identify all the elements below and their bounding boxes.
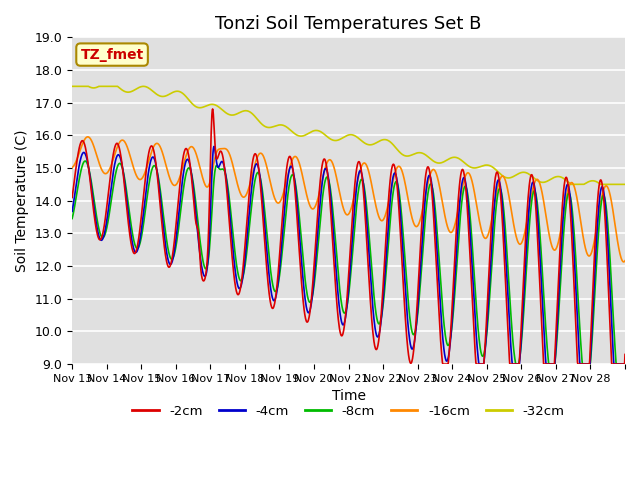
- -2cm: [621, 351, 629, 357]
- -4cm: [68, 208, 76, 214]
- -32cm: [560, 176, 568, 181]
- -2cm: [68, 194, 76, 200]
- -32cm: [614, 181, 622, 187]
- Title: Tonzi Soil Temperatures Set B: Tonzi Soil Temperatures Set B: [216, 15, 482, 33]
- -32cm: [68, 84, 76, 89]
- Y-axis label: Soil Temperature (C): Soil Temperature (C): [15, 130, 29, 272]
- X-axis label: Time: Time: [332, 389, 365, 403]
- -2cm: [614, 361, 622, 367]
- -2cm: [335, 317, 342, 323]
- -32cm: [324, 134, 332, 140]
- -8cm: [68, 216, 76, 221]
- Text: TZ_fmet: TZ_fmet: [81, 48, 144, 61]
- -8cm: [324, 175, 332, 180]
- Line: -2cm: -2cm: [72, 109, 625, 364]
- -8cm: [479, 353, 487, 359]
- -4cm: [479, 361, 487, 367]
- -2cm: [324, 174, 332, 180]
- -4cm: [561, 198, 568, 204]
- -2cm: [155, 185, 163, 191]
- -16cm: [560, 207, 568, 213]
- -4cm: [155, 180, 163, 185]
- -16cm: [335, 183, 342, 189]
- Legend: -2cm, -4cm, -8cm, -16cm, -32cm: -2cm, -4cm, -8cm, -16cm, -32cm: [127, 399, 570, 423]
- -2cm: [439, 361, 447, 367]
- -16cm: [68, 165, 76, 170]
- -16cm: [479, 233, 487, 239]
- -8cm: [512, 361, 520, 367]
- -16cm: [621, 258, 629, 264]
- Line: -8cm: -8cm: [72, 161, 625, 364]
- -8cm: [81, 158, 89, 164]
- -8cm: [561, 219, 568, 225]
- -32cm: [155, 93, 163, 98]
- -32cm: [568, 181, 575, 187]
- -2cm: [479, 361, 487, 367]
- -8cm: [621, 361, 629, 367]
- -2cm: [561, 180, 568, 186]
- Line: -4cm: -4cm: [72, 146, 625, 364]
- -2cm: [209, 106, 216, 112]
- -8cm: [155, 178, 163, 184]
- -16cm: [324, 158, 332, 164]
- -32cm: [334, 137, 342, 143]
- -32cm: [479, 163, 486, 168]
- -16cm: [155, 142, 163, 148]
- -4cm: [335, 294, 342, 300]
- -16cm: [620, 259, 627, 265]
- -8cm: [614, 361, 622, 367]
- -4cm: [210, 144, 218, 149]
- -4cm: [476, 361, 483, 367]
- -16cm: [614, 242, 622, 248]
- -32cm: [621, 181, 629, 187]
- -16cm: [84, 134, 92, 140]
- -4cm: [621, 361, 629, 367]
- Line: -32cm: -32cm: [72, 86, 625, 184]
- Line: -16cm: -16cm: [72, 137, 625, 262]
- -8cm: [335, 272, 342, 278]
- -4cm: [324, 171, 332, 177]
- -4cm: [614, 361, 622, 367]
